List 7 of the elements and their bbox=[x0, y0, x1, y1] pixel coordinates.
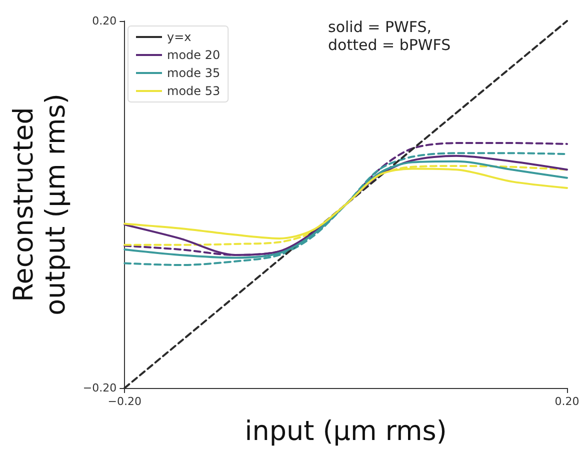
x-axis-title: input (μm rms) bbox=[244, 416, 447, 447]
legend-label: mode 20 bbox=[167, 48, 220, 62]
y-axis-title: Reconstructed output (μm rms) bbox=[8, 94, 72, 316]
legend-label: mode 53 bbox=[167, 84, 220, 98]
legend-label: mode 35 bbox=[167, 66, 220, 80]
annotation: solid = PWFS, dotted = bPWFS bbox=[328, 18, 451, 54]
legend-label: y=x bbox=[167, 30, 192, 44]
